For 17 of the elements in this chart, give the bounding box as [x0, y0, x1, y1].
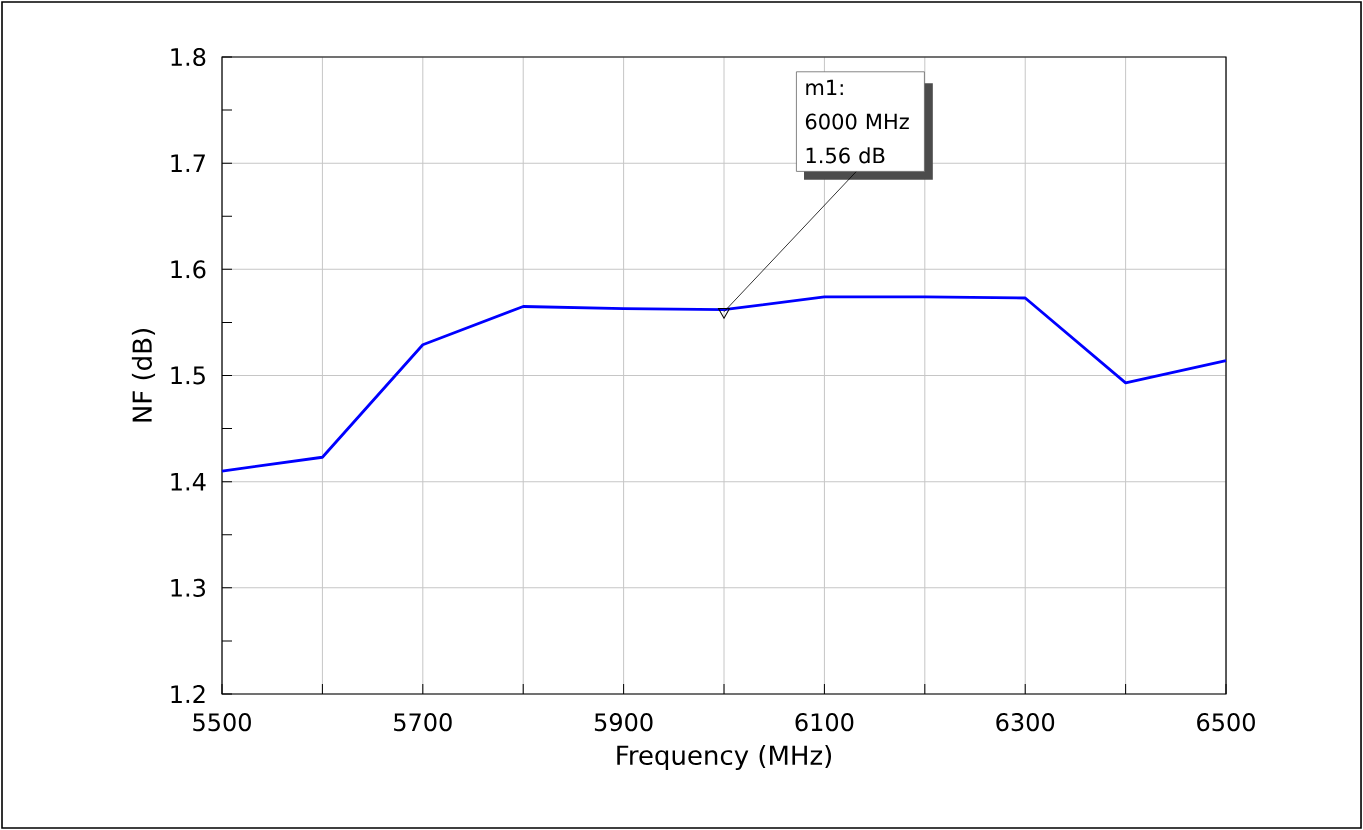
x-tick-label: 6300 [996, 713, 1055, 732]
line-series [220, 295, 1228, 473]
x-axis-title: Frequency (MHz) [617, 744, 832, 771]
y-tick-label: 1.4 [171, 472, 206, 491]
y-tick-label: 1.8 [171, 47, 206, 67]
y-tick-label: 1.3 [171, 578, 205, 597]
x-tick-label: 6100 [795, 713, 854, 732]
y-tick-label: 1.7 [171, 154, 205, 172]
x-tick-label: 5900 [594, 713, 653, 732]
x-tick-label: 5500 [193, 713, 251, 732]
y-tick-label: 1.6 [171, 260, 206, 279]
annotation: m1: 6000 MHz 1.56 dB [805, 79, 909, 164]
x-tick-label: 5700 [394, 713, 452, 732]
y-axis-title: NF (dB) [131, 329, 156, 422]
x-tick-label: 6500 [1197, 713, 1255, 732]
y-tick-label: 1.2 [171, 685, 205, 703]
y-tick-label: 1.5 [171, 366, 205, 385]
